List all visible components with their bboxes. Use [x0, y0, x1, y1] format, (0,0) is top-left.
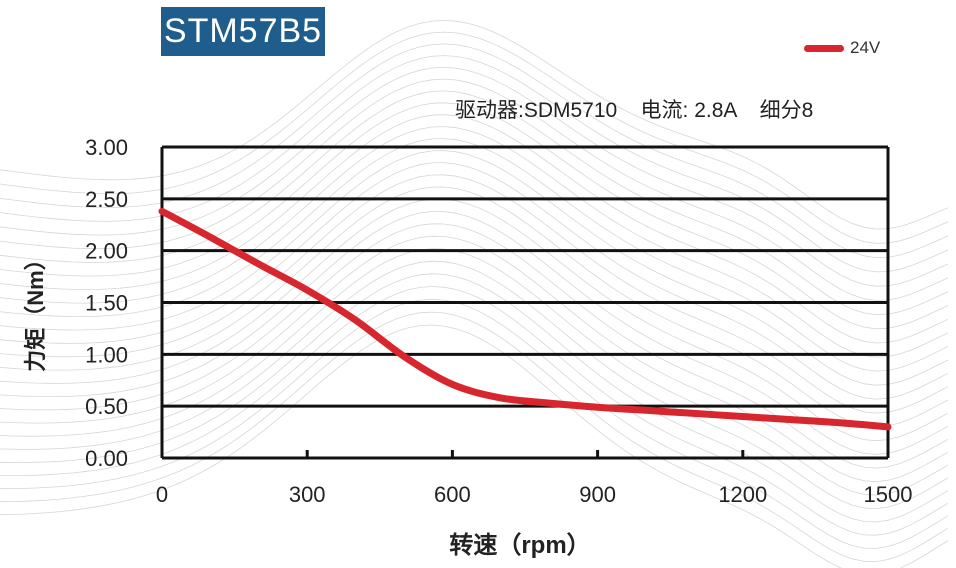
wave-line: [0, 114, 949, 344]
y-tick-label: 0.00: [85, 446, 128, 471]
wave-line: [0, 186, 949, 428]
y-tick-label: 3.00: [85, 135, 128, 160]
wave-line: [0, 260, 949, 510]
wave-line: [0, 298, 949, 549]
wave-line: [0, 126, 949, 358]
wave-line: [0, 235, 949, 483]
wave-line: [0, 150, 949, 386]
y-tick-label: 2.00: [85, 239, 128, 264]
wave-line: [0, 43, 949, 259]
x-tick-label: 0: [156, 482, 168, 507]
wave-line: [0, 198, 949, 442]
chart-title: STM57B5: [161, 7, 325, 56]
wave-line: [0, 273, 949, 523]
wave-line: [0, 324, 949, 568]
driver-info: 驱动器:SDM5710 电流: 2.8A 细分8: [455, 99, 814, 122]
wave-line: [0, 248, 949, 496]
y-axis-label: 力矩（Nm）: [23, 248, 48, 372]
wave-line: [0, 66, 949, 287]
y-tick-label: 1.00: [85, 342, 128, 367]
wave-line: [0, 138, 949, 372]
wave-line: [0, 90, 949, 316]
x-tick-label: 1500: [864, 482, 913, 507]
x-tick-label: 300: [289, 482, 326, 507]
y-tick-label: 0.50: [85, 394, 128, 419]
series-line-24v: [158, 207, 892, 431]
wave-line: [0, 102, 949, 330]
wave-line: [0, 78, 949, 301]
y-tick-label: 1.50: [85, 291, 128, 316]
wave-line: [0, 55, 949, 273]
wave-line: [0, 19, 949, 230]
y-tick-label: 2.50: [85, 187, 128, 212]
legend-swatch-24v: [804, 44, 844, 52]
wave-line: [0, 286, 949, 536]
legend-label-24v: 24V: [850, 38, 881, 57]
x-tick-label: 1200: [718, 482, 767, 507]
wave-line: [0, 211, 949, 455]
x-tick-label: 600: [434, 482, 471, 507]
x-tick-label: 900: [579, 482, 616, 507]
wave-line: [0, 174, 949, 414]
wave-line: [0, 223, 949, 469]
legend: 24V: [804, 37, 880, 59]
x-axis-label: 转速（rpm）: [449, 532, 591, 559]
wave-line: [0, 311, 949, 563]
